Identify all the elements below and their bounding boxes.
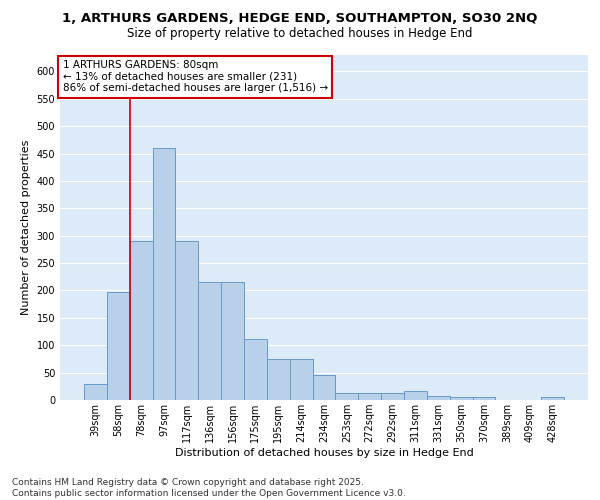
Bar — [290, 359, 313, 400]
Bar — [450, 398, 473, 400]
Bar — [335, 394, 358, 400]
Bar — [541, 398, 564, 400]
Bar — [473, 398, 496, 400]
Bar — [267, 359, 290, 400]
Text: 1 ARTHURS GARDENS: 80sqm
← 13% of detached houses are smaller (231)
86% of semi-: 1 ARTHURS GARDENS: 80sqm ← 13% of detach… — [62, 60, 328, 94]
Text: Size of property relative to detached houses in Hedge End: Size of property relative to detached ho… — [127, 28, 473, 40]
Bar — [175, 240, 198, 400]
Y-axis label: Number of detached properties: Number of detached properties — [21, 140, 31, 315]
Bar — [84, 384, 107, 400]
X-axis label: Distribution of detached houses by size in Hedge End: Distribution of detached houses by size … — [175, 448, 473, 458]
Text: 1, ARTHURS GARDENS, HEDGE END, SOUTHAMPTON, SO30 2NQ: 1, ARTHURS GARDENS, HEDGE END, SOUTHAMPT… — [62, 12, 538, 26]
Bar — [381, 394, 404, 400]
Bar — [427, 396, 450, 400]
Text: Contains HM Land Registry data © Crown copyright and database right 2025.
Contai: Contains HM Land Registry data © Crown c… — [12, 478, 406, 498]
Bar — [404, 390, 427, 400]
Bar — [313, 375, 335, 400]
Bar — [244, 338, 267, 400]
Bar — [152, 148, 175, 400]
Bar — [107, 292, 130, 400]
Bar — [221, 282, 244, 400]
Bar — [130, 241, 152, 400]
Bar — [198, 282, 221, 400]
Bar — [358, 394, 381, 400]
